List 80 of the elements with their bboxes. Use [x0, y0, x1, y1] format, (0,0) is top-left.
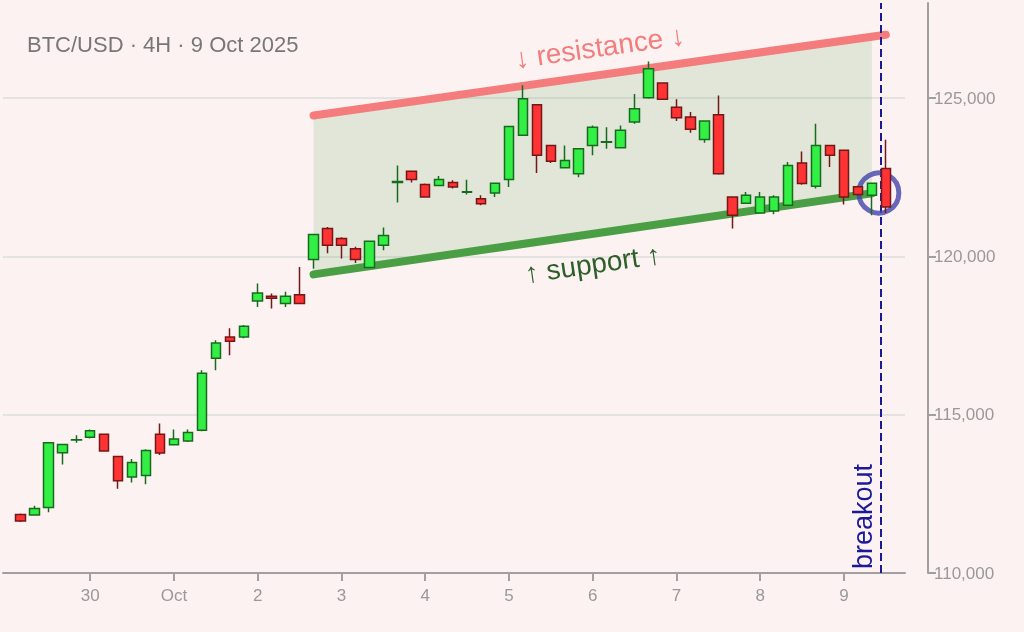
x-tick-label: 7 — [671, 586, 682, 605]
x-tick-label: 8 — [755, 586, 765, 605]
candlestick — [614, 124, 627, 149]
x-tick-label: 9 — [839, 586, 849, 605]
candlestick — [489, 182, 501, 198]
candlestick — [712, 94, 725, 176]
candlestick — [363, 239, 376, 269]
candlestick — [461, 178, 473, 196]
candlestick — [168, 428, 180, 446]
x-tick-label: 30 — [80, 586, 100, 605]
candlestick — [517, 84, 529, 137]
candlestick — [321, 226, 334, 254]
candlestick — [768, 194, 780, 215]
candlestick — [154, 422, 166, 456]
candlestick — [796, 150, 808, 186]
candlestick — [572, 147, 585, 178]
candlestick — [405, 170, 418, 184]
candlestick — [754, 191, 766, 215]
candlestick — [307, 233, 320, 270]
candlestick — [670, 98, 683, 122]
candlestick — [84, 428, 96, 440]
text: BTC/USD · 4H · 9 Oct 2025 — [27, 31, 299, 57]
candlestick — [251, 282, 264, 308]
candlestick — [824, 144, 836, 168]
x-tick-label: 5 — [504, 586, 514, 605]
candlestick — [782, 161, 794, 207]
x-tick-label: 2 — [252, 586, 263, 605]
x-tick-label: 6 — [587, 586, 598, 605]
candlestick — [210, 339, 222, 372]
candlestick — [531, 103, 543, 174]
candlestick — [196, 369, 208, 432]
candlestick — [656, 82, 669, 101]
candlestick — [238, 324, 250, 340]
candlestick — [70, 434, 83, 444]
candlestick — [503, 125, 515, 188]
candlestick — [335, 236, 348, 260]
candlestick — [377, 226, 390, 252]
candlestick — [810, 122, 822, 190]
candlestick — [740, 191, 752, 205]
x-tick-label: 4 — [420, 586, 430, 605]
y-tick-label: 115,000 — [934, 405, 995, 425]
candlestick — [838, 149, 850, 206]
candlestick — [182, 428, 194, 443]
candlestick — [126, 458, 138, 484]
candlestick — [586, 124, 599, 157]
candlestick — [559, 144, 571, 169]
candlestick — [14, 512, 27, 523]
candlestick — [293, 266, 306, 305]
candlestick — [98, 433, 110, 453]
candlestick — [545, 144, 557, 164]
candlestick — [600, 126, 613, 150]
candlestick — [42, 441, 55, 513]
candlestick — [112, 455, 124, 490]
y-tick-label: 120,000 — [934, 246, 996, 266]
y-tick-label: 125,000 — [934, 88, 996, 108]
candlestick — [866, 181, 878, 216]
candlestick — [880, 139, 892, 214]
candlestick — [447, 179, 459, 190]
candlestick — [140, 448, 152, 486]
candlestick — [475, 194, 487, 207]
candlestick — [265, 292, 278, 310]
candlestick — [852, 184, 864, 197]
annotation: ↑ support ↑ — [522, 238, 663, 290]
annotation: ↓ resistance ↓ — [512, 19, 687, 75]
candlestick — [628, 93, 641, 125]
candlestick — [349, 246, 362, 264]
candlestick — [28, 505, 41, 517]
candlestick — [433, 175, 445, 187]
x-tick-label: Oct — [160, 586, 188, 605]
candlestick — [279, 291, 292, 308]
x-tick-label: 3 — [336, 586, 347, 605]
candlestick — [391, 164, 404, 204]
candlestick — [684, 111, 697, 134]
candlestick — [726, 196, 739, 230]
candlestick — [698, 119, 711, 144]
candlestick — [56, 443, 69, 466]
y-tick-label: 110,000 — [934, 563, 995, 583]
candlestick — [224, 327, 236, 356]
candlestick — [419, 182, 431, 198]
ref-line-label: breakout — [848, 463, 879, 569]
